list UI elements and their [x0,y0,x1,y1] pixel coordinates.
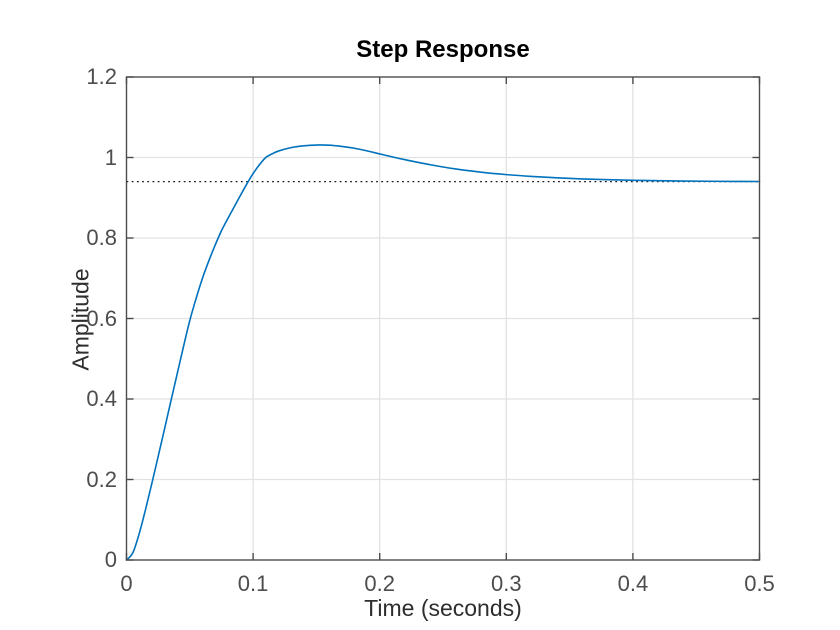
y-tick-label-0: 0 [104,547,117,572]
x-tick-label-0p5: 0.5 [744,571,775,596]
y-tick-label-0p4: 0.4 [86,386,117,411]
x-tick-label-0p3: 0.3 [491,571,522,596]
x-axis-label: Time (seconds) [364,595,522,621]
plot-border-box [125,76,761,561]
plot-title: Step Response [356,36,530,63]
x-tick-label-0p2: 0.2 [364,571,395,596]
y-tick-label-0p6: 0.6 [86,305,117,331]
y-tick-label-0p2: 0.2 [86,466,117,492]
x-tick-label-0p4: 0.4 [617,571,649,596]
grid-lines [126,77,760,560]
y-tick-label-1: 1 [104,144,117,170]
y-tick-label-0p8: 0.8 [86,225,117,250]
x-tick-label-0p1: 0.1 [237,571,269,596]
y-tick-label-1p2: 1.2 [86,64,117,89]
step-response-curve [125,144,761,561]
x-tick-label-0: 0 [120,571,133,596]
